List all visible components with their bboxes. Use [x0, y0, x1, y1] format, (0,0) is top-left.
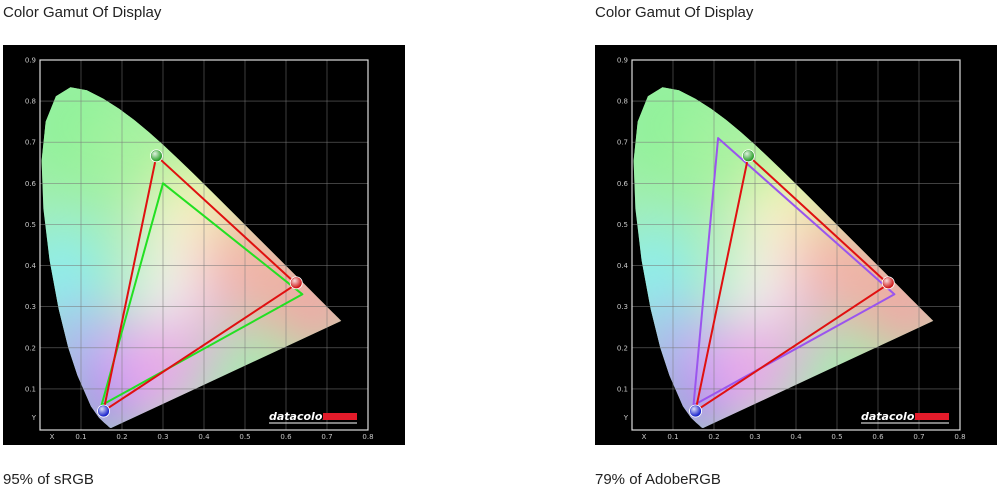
x-tick-label: 0.8 — [954, 433, 965, 441]
x-tick-label: 0.6 — [280, 433, 292, 441]
x-tick-label: 0.1 — [75, 433, 86, 441]
x-tick-label: 0.4 — [198, 433, 210, 441]
x-axis-letter: X — [642, 433, 647, 441]
y-tick-label: 0.8 — [25, 98, 36, 106]
x-tick-label: 0.8 — [362, 433, 373, 441]
x-tick-label: 0.1 — [667, 433, 678, 441]
y-tick-label: 0.6 — [25, 180, 37, 188]
y-tick-label: 0.5 — [617, 221, 628, 229]
y-tick-label: 0.7 — [25, 139, 36, 147]
x-tick-label: 0.3 — [157, 433, 168, 441]
red-primary-marker — [881, 276, 895, 290]
green-primary-marker — [741, 149, 755, 163]
y-tick-label: 0.7 — [617, 139, 628, 147]
datacolor-logo: datacolor — [269, 410, 357, 424]
x-tick-label: 0.4 — [790, 433, 802, 441]
y-axis-letter: Y — [623, 414, 629, 422]
gamut-panel-adobergb: Color Gamut Of Display 0.1 0.2 0.3 0.4 0.5 0.… — [595, 0, 1000, 500]
panel-title: Color Gamut Of Display — [3, 4, 162, 21]
y-tick-label: 0.4 — [25, 262, 37, 270]
x-tick-label: 0.5 — [239, 433, 250, 441]
x-tick-label: 0.5 — [831, 433, 842, 441]
panel-title: Color Gamut Of Display — [595, 4, 754, 21]
blue-primary-marker — [689, 404, 703, 418]
x-tick-label: 0.2 — [116, 433, 127, 441]
x-tick-label: 0.7 — [321, 433, 332, 441]
y-tick-label: 0.2 — [25, 344, 36, 352]
reference-gamut-triangle — [100, 182, 304, 407]
chart-grid — [632, 60, 960, 430]
y-axis-letter: Y — [31, 414, 37, 422]
cie-chromaticity-chart: 0.1 0.2 0.3 0.4 0.5 0.6 0.7 0.8 0.1 0.2 0.3 0.4 0.5 0… — [3, 45, 405, 445]
x-axis-letter: X — [50, 433, 55, 441]
y-tick-label: 0.3 — [617, 303, 628, 311]
y-tick-label: 0.6 — [617, 180, 629, 188]
gamut-panel-srgb: Color Gamut Of Display 0.1 0.2 0.3 0.4 0.5 0.… — [3, 0, 413, 500]
coverage-caption: 95% of sRGB — [3, 471, 94, 488]
x-tick-label: 0.7 — [913, 433, 924, 441]
y-tick-label: 0.9 — [617, 57, 628, 65]
svg-text:datacolor: datacolor — [861, 410, 920, 423]
y-tick-label: 0.5 — [25, 221, 36, 229]
x-tick-label: 0.2 — [708, 433, 719, 441]
y-tick-label: 0.2 — [617, 344, 628, 352]
y-tick-label: 0.4 — [617, 262, 629, 270]
reference-gamut-triangle — [692, 137, 896, 407]
plot-frame — [39, 59, 369, 431]
green-primary-marker — [149, 149, 163, 163]
plot-frame — [631, 59, 961, 431]
measured-gamut-triangle — [102, 154, 298, 413]
y-tick-label: 0.8 — [617, 98, 628, 106]
red-primary-marker — [289, 276, 303, 290]
measured-gamut-triangle — [694, 154, 890, 413]
y-tick-label: 0.1 — [617, 385, 628, 393]
x-tick-label: 0.6 — [872, 433, 884, 441]
blue-primary-marker — [97, 404, 111, 418]
datacolor-logo: datacolor — [861, 410, 949, 424]
coverage-caption: 79% of AdobeRGB — [595, 471, 721, 488]
x-tick-label: 0.3 — [749, 433, 760, 441]
chart-grid — [40, 60, 368, 430]
y-tick-label: 0.1 — [25, 385, 36, 393]
y-tick-label: 0.3 — [25, 303, 36, 311]
svg-text:datacolor: datacolor — [269, 410, 328, 423]
y-tick-label: 0.9 — [25, 57, 36, 65]
cie-chromaticity-chart: 0.1 0.2 0.3 0.4 0.5 0.6 0.7 0.8 0.1 0.2 0.3 0.4 0.5 0… — [595, 45, 997, 445]
